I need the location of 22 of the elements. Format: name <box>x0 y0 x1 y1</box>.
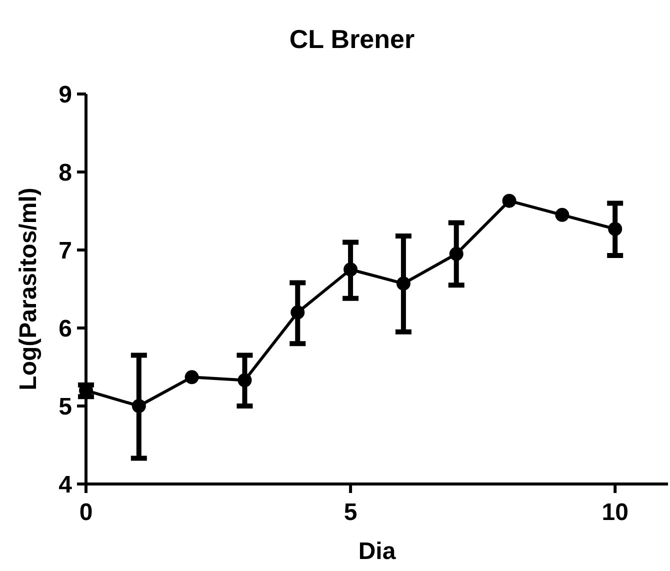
x-tick-label: 10 <box>602 499 628 526</box>
y-tick-label: 5 <box>58 393 72 420</box>
point <box>502 194 516 208</box>
y-tick-label: 4 <box>58 471 73 498</box>
point <box>449 246 464 261</box>
x-tick-label: 5 <box>344 499 358 526</box>
y-tick-label: 7 <box>58 237 72 264</box>
point <box>238 373 252 388</box>
y-tick-label: 9 <box>58 81 72 108</box>
y-axis-title: Log(Parasitos/ml) <box>15 188 42 390</box>
y-tick-label: 8 <box>58 159 72 186</box>
point <box>132 399 146 413</box>
y-tick-label: 6 <box>58 315 72 342</box>
point <box>290 305 305 320</box>
point <box>344 262 358 276</box>
point <box>184 370 199 384</box>
x-axis-title: Dia <box>358 538 396 565</box>
point <box>555 208 570 222</box>
point <box>396 276 410 291</box>
chart-title: CL Brener <box>289 24 415 54</box>
x-tick-label: 0 <box>79 499 93 526</box>
point <box>608 222 622 236</box>
